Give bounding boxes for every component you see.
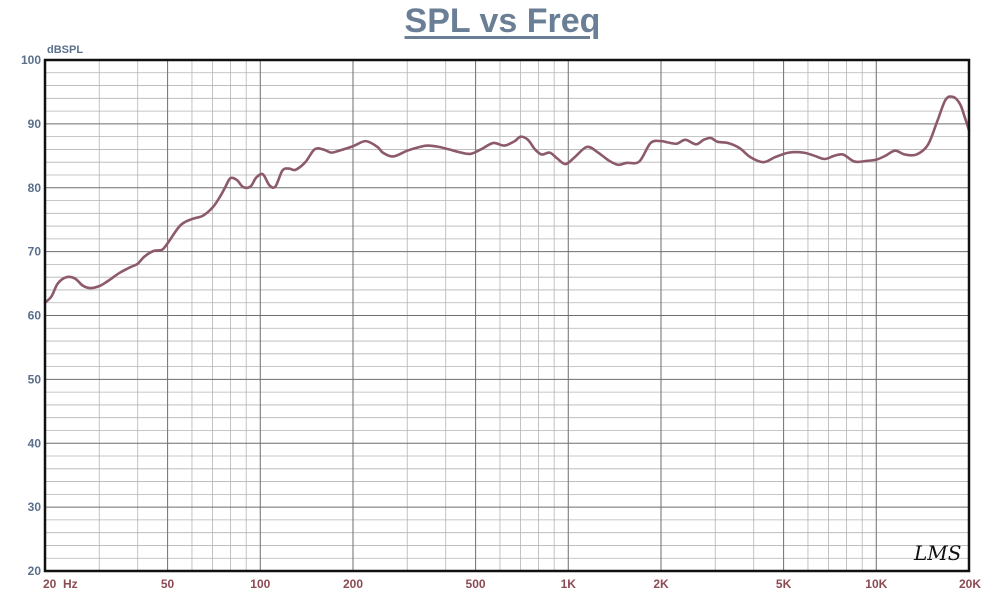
y-tick-label: 70 [28, 245, 42, 259]
x-tick-labels: 20 50 100 200 500 1K 2K 5K 10K 20K Hz [43, 577, 981, 591]
y-tick-label: 30 [28, 500, 42, 514]
x-tick-label: 200 [343, 577, 363, 591]
x-tick-label: 10K [865, 577, 887, 591]
chart-title: SPL vs Freq [404, 2, 601, 40]
y-tick-label: 50 [28, 372, 42, 386]
x-tick-label: 5K [776, 577, 792, 591]
plot-frame [43, 58, 971, 573]
x-tick-label: 50 [161, 577, 175, 591]
y-tick-label: 20 [28, 564, 42, 578]
x-tick-label: 500 [466, 577, 486, 591]
lms-logo: LMS [913, 541, 961, 565]
y-tick-label: 40 [28, 436, 42, 450]
x-tick-label: 2K [653, 577, 669, 591]
y-tick-labels: 20 30 40 50 60 70 80 90 100 [21, 53, 41, 578]
y-axis-label: dBSPL [47, 44, 83, 56]
y-tick-label: 90 [28, 117, 42, 131]
x-tick-label: 100 [250, 577, 270, 591]
x-tick-label: 1K [561, 577, 577, 591]
y-tick-label: 60 [28, 309, 42, 323]
x-tick-label: 20 [43, 577, 57, 591]
major-grid [45, 60, 969, 571]
y-tick-label: 100 [21, 53, 41, 67]
x-axis-unit: Hz [63, 577, 78, 591]
x-tick-label: 20K [959, 577, 981, 591]
spl-curve-line [43, 95, 971, 305]
y-tick-label: 80 [28, 181, 42, 195]
